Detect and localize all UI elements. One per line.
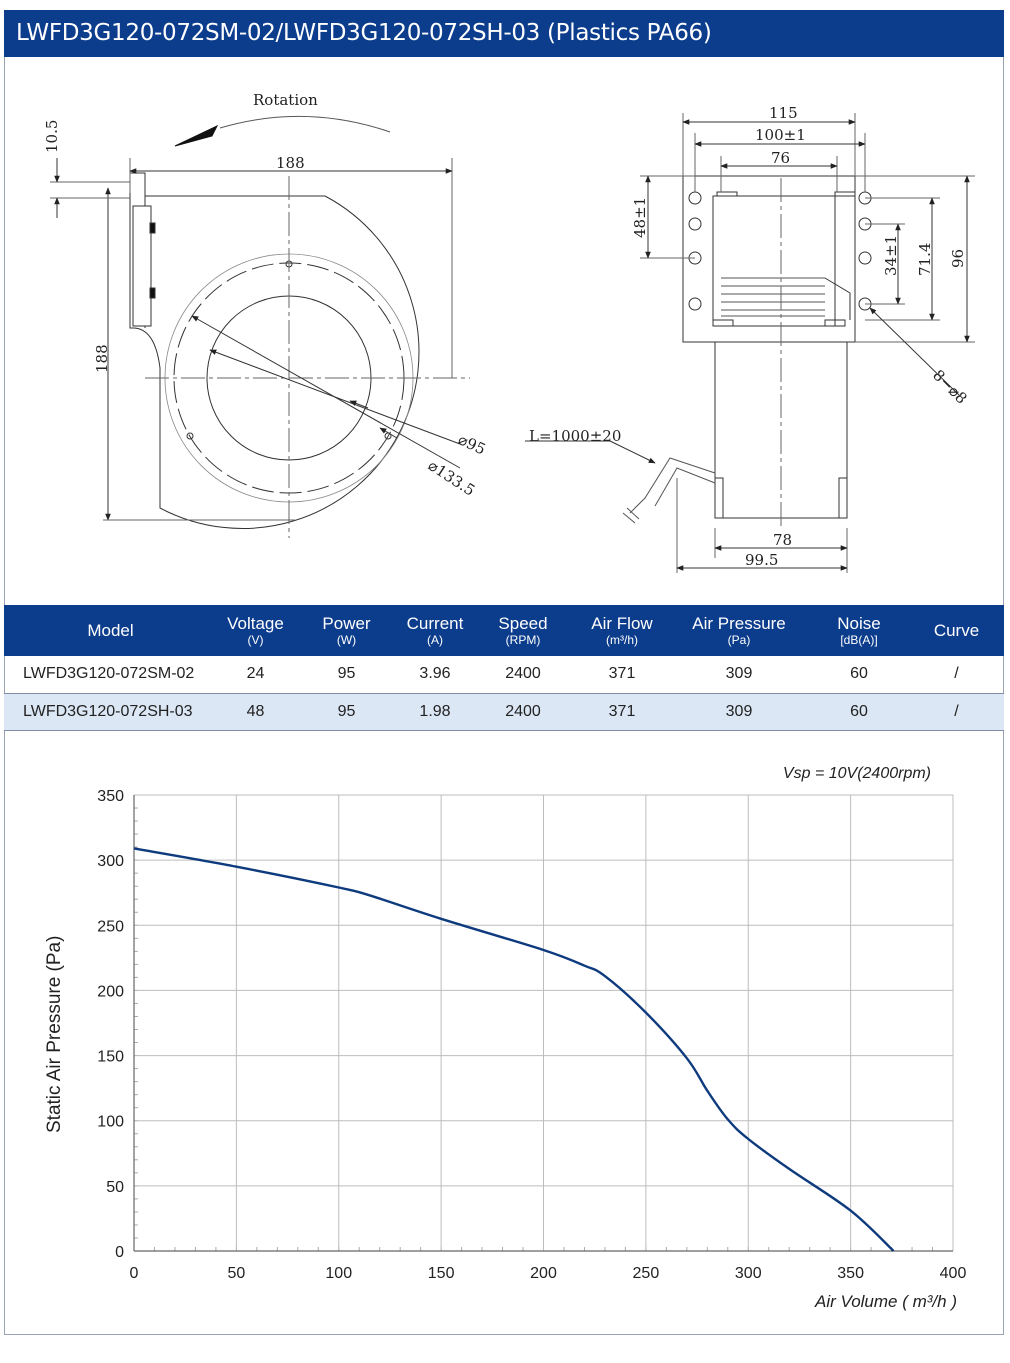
page-title: LWFD3G120-072SM-02/LWFD3G120-072SH-03 (P… [4,10,1004,57]
y-tick-label: 300 [97,853,124,870]
x-axis-label: Air Volume ( m³/h ) [814,1292,957,1311]
cell-model: LWFD3G120-072SM-02 [23,665,195,683]
dim-188-top: 188 [276,154,305,172]
chart-annotation: Vsp = 10V(2400rpm) [783,765,931,782]
y-tick-label: 100 [97,1114,124,1131]
cell-power: 95 [337,665,356,683]
header-speed: Speed (RPM) [498,614,548,647]
header-curve: Curve [933,621,980,640]
rotation-label: Rotation [253,91,318,109]
y-tick-label: 0 [115,1244,124,1261]
cell-current: 3.96 [419,665,451,683]
cell-power: 95 [337,702,356,720]
drawing-svg: Rotation 10.5 188 188 ⌀95 ⌀133.5 115 100… [43,91,975,573]
x-tick-label: 300 [735,1265,762,1282]
x-tick-label: 250 [633,1265,660,1282]
x-tick-label: 400 [940,1265,967,1282]
table-row: LWFD3G120-072SM-02 24 95 3.96 2400 371 3… [4,656,1004,693]
cell-noise: 60 [850,702,868,720]
header-model: Model [87,621,134,640]
cell-curve: / [954,702,959,720]
side-view [525,113,975,573]
dim-10-5: 10.5 [43,120,61,153]
cell-speed: 2400 [505,702,541,720]
dim-188-side: 188 [93,344,111,373]
dim-78: 78 [773,531,792,549]
y-tick-label: 200 [97,983,124,1000]
dimension-drawing: Rotation 10.5 188 188 ⌀95 ⌀133.5 115 100… [5,58,1003,604]
dim-34: 34±1 [882,235,900,276]
header-air-pressure: Air Pressure (Pa) [692,614,786,647]
header-air-flow: Air Flow (m³/h) [591,614,653,647]
dim-71-4: 71.4 [916,243,934,276]
table-row: LWFD3G120-072SH-03 48 95 1.98 2400 371 3… [4,693,1004,730]
chart-grid [133,794,954,1252]
chart-ticks: 0 50 100 150 200 250 300 350 400 0 50 100 150 200 250 3… [97,788,966,1282]
x-tick-label: 50 [227,1265,245,1282]
y-tick-label: 150 [97,1049,124,1066]
dim-d95: ⌀95 [455,430,488,458]
x-tick-label: 0 [130,1265,139,1282]
dim-76: 76 [771,149,790,167]
cell-air-flow: 371 [608,665,636,683]
dim-115: 115 [769,104,798,122]
cell-air-pressure: 309 [725,702,753,720]
y-tick-label: 350 [97,788,124,805]
dim-99-5: 99.5 [745,551,778,569]
x-tick-label: 350 [837,1265,864,1282]
dim-48: 48±1 [631,197,649,238]
x-tick-label: 100 [325,1265,352,1282]
y-axis-label: Static Air Pressure (Pa) [44,936,65,1133]
x-tick-label: 150 [428,1265,455,1282]
dim-cable-length: L=1000±20 [529,427,621,445]
pressure-curve-line [133,847,895,1252]
cell-speed: 2400 [505,665,541,683]
header-noise: Noise [dB(A)] [837,614,881,647]
cell-voltage: 24 [246,665,265,683]
cell-model: LWFD3G120-072SH-03 [23,702,193,720]
header-power: Power (W) [322,614,371,647]
cell-noise: 60 [850,665,868,683]
dim-96: 96 [949,249,967,268]
cell-curve: / [954,665,959,683]
cell-current: 1.98 [419,702,451,720]
table-header-row: Model Voltage (V) Power (W) Current (A) Spe… [4,605,1004,656]
front-view [50,115,470,538]
header-current: Current (A) [406,614,464,647]
cell-voltage: 48 [246,702,265,720]
dim-100: 100±1 [755,126,806,144]
cell-air-flow: 371 [608,702,636,720]
spec-table: Model Voltage (V) Power (W) Current (A) Spe… [4,605,1004,731]
y-tick-label: 250 [97,918,124,935]
header-voltage: Voltage (V) [227,614,284,647]
y-tick-label: 50 [106,1179,124,1196]
x-tick-label: 200 [530,1265,557,1282]
dim-holes: 8−⌀8 [929,366,970,407]
chart-svg: 0 50 100 150 200 250 300 350 400 0 50 100 150 200 250 3… [44,765,966,1311]
performance-chart: 0 50 100 150 200 250 300 350 400 0 50 100 150 200 250 3… [5,740,1003,1330]
cell-air-pressure: 309 [725,665,753,683]
rotation-arrow-icon [174,124,219,147]
